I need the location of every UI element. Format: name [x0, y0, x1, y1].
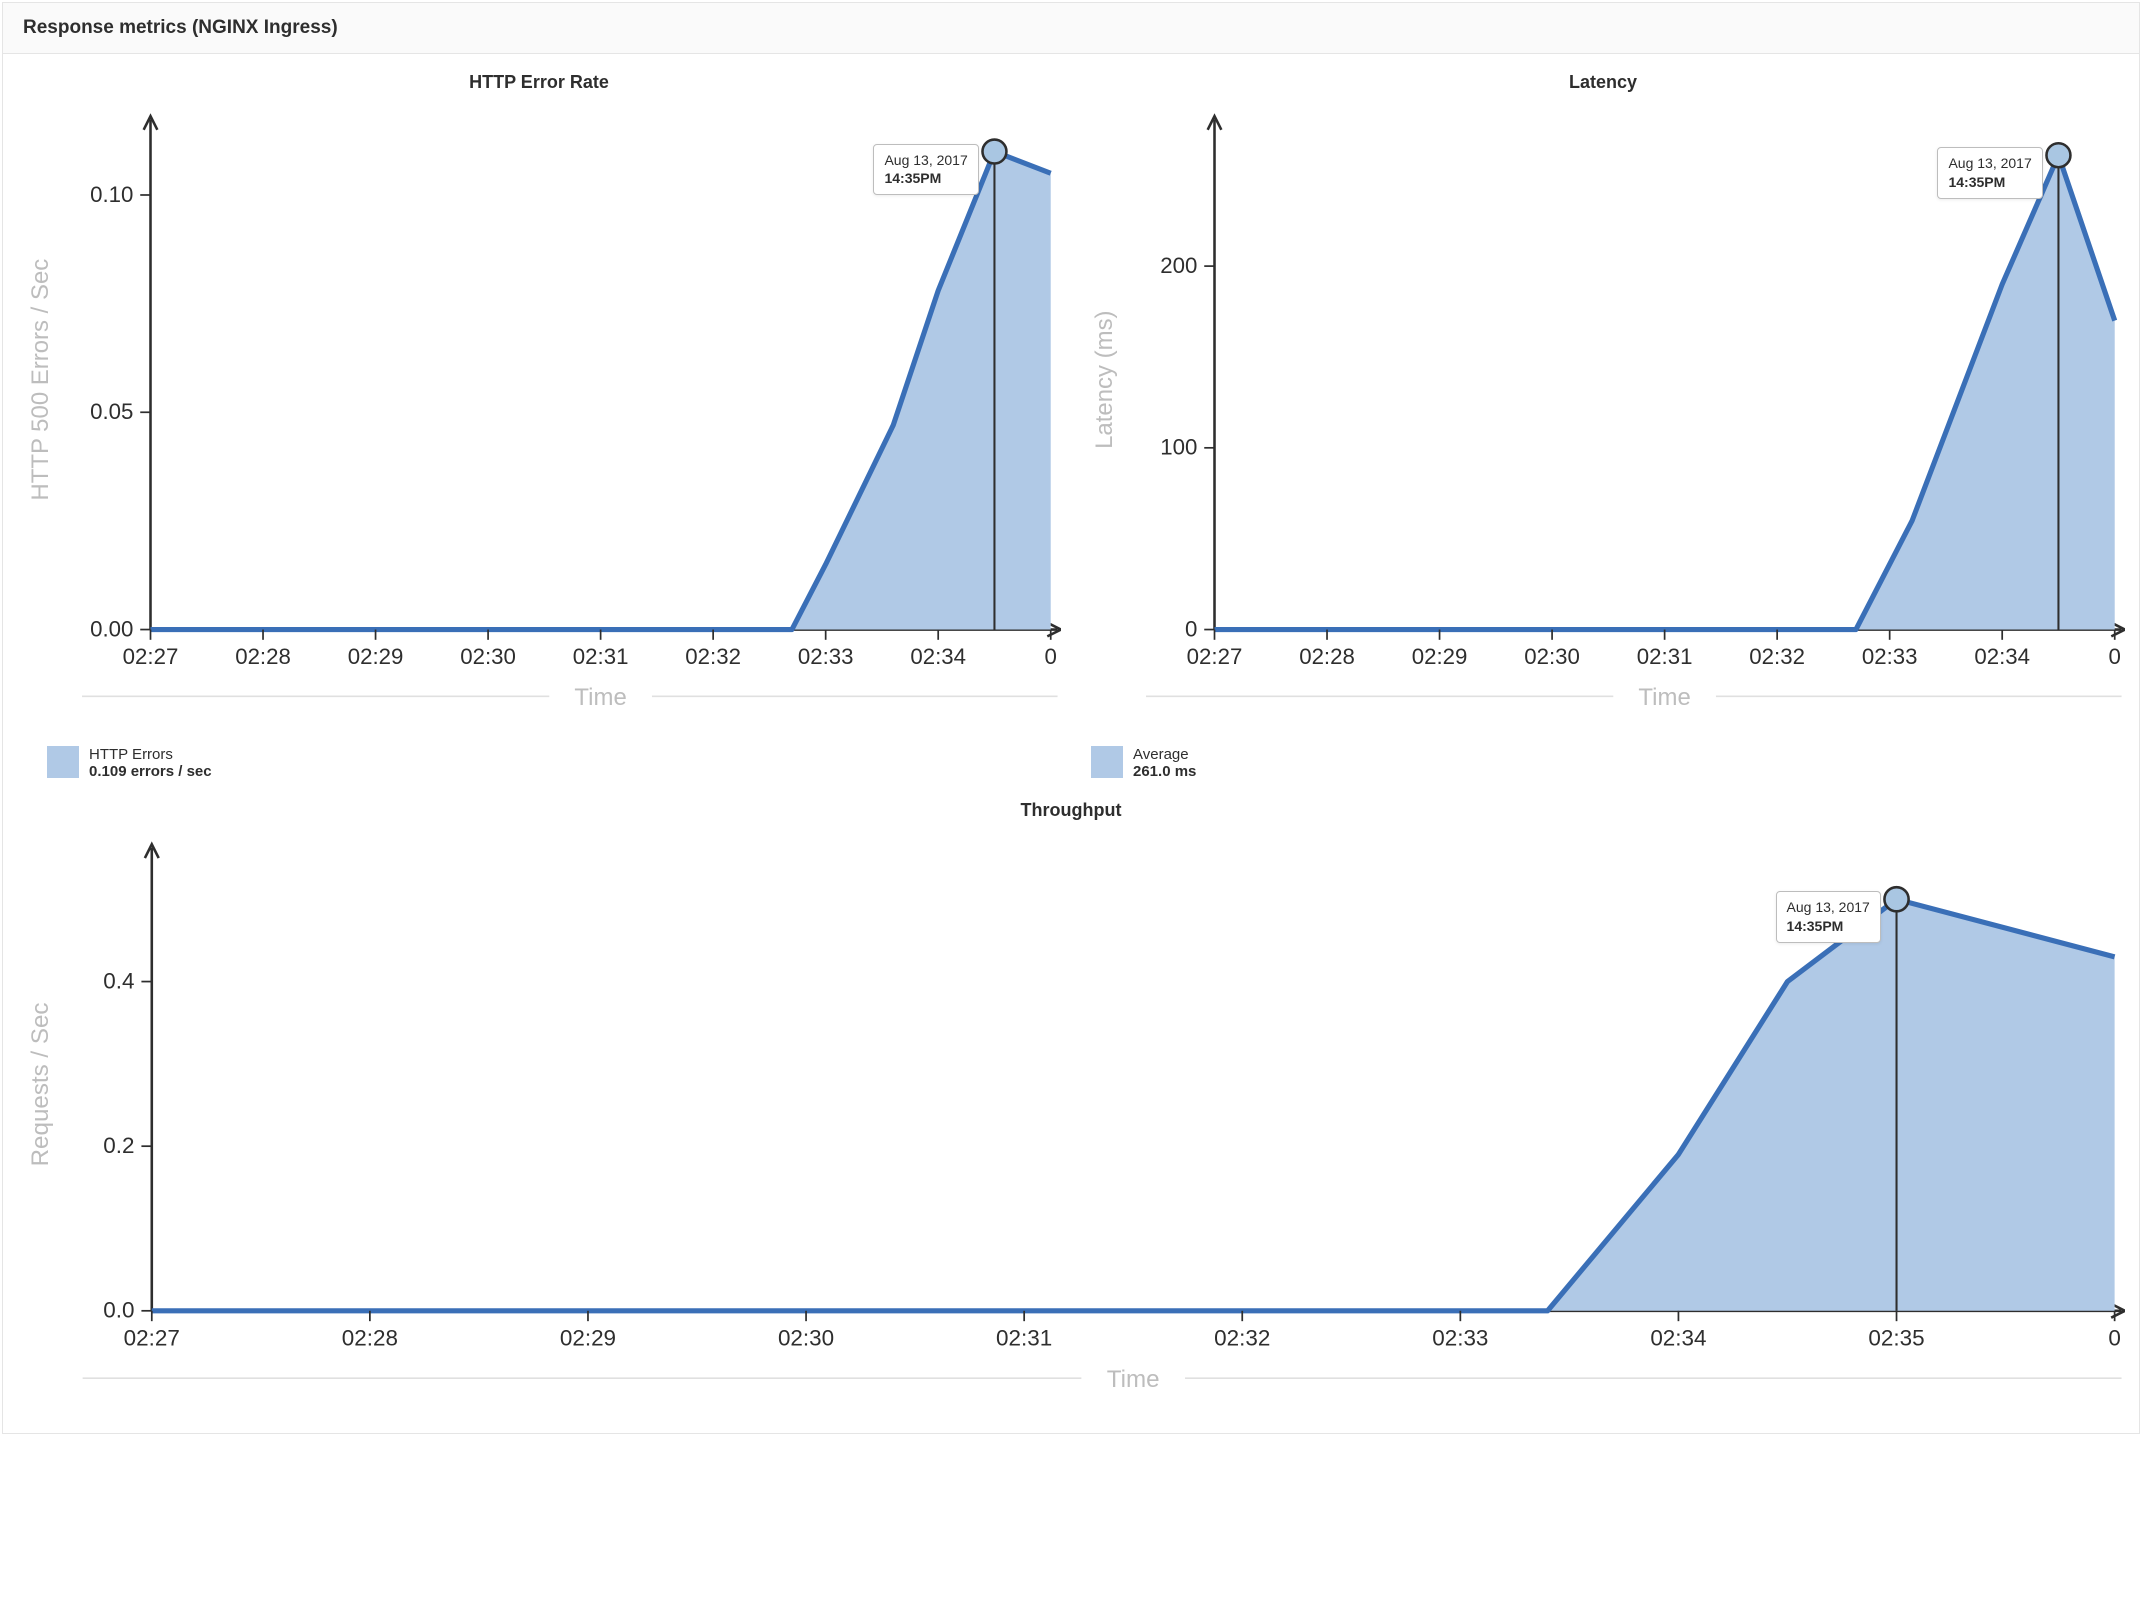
svg-text:02:34: 02:34: [1974, 644, 2030, 669]
svg-text:0: 0: [1045, 644, 1057, 669]
svg-text:02:32: 02:32: [1214, 1326, 1270, 1351]
svg-text:02:27: 02:27: [1187, 644, 1243, 669]
svg-text:Time: Time: [1107, 1366, 1160, 1393]
panel-title: Response metrics (NGINX Ingress): [23, 17, 2119, 39]
svg-text:02:30: 02:30: [778, 1326, 834, 1351]
svg-text:Time: Time: [574, 684, 626, 711]
chart-title: Latency: [1081, 72, 2125, 93]
svg-text:02:28: 02:28: [235, 644, 291, 669]
svg-text:02:33: 02:33: [1862, 644, 1918, 669]
svg-text:02:31: 02:31: [573, 644, 629, 669]
chart-svg[interactable]: Requests / Sec 0.0 0.2 0.4 02:27 02:28 02:29 02…: [17, 827, 2125, 1414]
svg-text:02:31: 02:31: [1637, 644, 1693, 669]
svg-text:0.05: 0.05: [90, 399, 133, 424]
svg-text:0.0: 0.0: [103, 1298, 134, 1323]
svg-text:02:33: 02:33: [798, 644, 854, 669]
svg-text:HTTP 500 Errors / Sec: HTTP 500 Errors / Sec: [27, 259, 54, 501]
svg-text:0: 0: [2108, 1326, 2120, 1351]
svg-text:0: 0: [2109, 644, 2121, 669]
svg-text:0: 0: [1185, 616, 1197, 641]
legend-value: 261.0 ms: [1133, 763, 1196, 780]
svg-text:02:28: 02:28: [1299, 644, 1355, 669]
svg-text:02:29: 02:29: [348, 644, 404, 669]
svg-text:Requests / Sec: Requests / Sec: [27, 1003, 54, 1167]
legend-item-latency: Average 261.0 ms: [1091, 746, 2095, 780]
chart-error-rate: HTTP Error Rate HTTP 500 Errors / Sec 0.0…: [7, 66, 1071, 738]
legend-value: 0.109 errors / sec: [89, 763, 212, 780]
svg-text:02:32: 02:32: [685, 644, 741, 669]
panel-header: Response metrics (NGINX Ingress): [3, 3, 2139, 54]
svg-text:0.2: 0.2: [103, 1133, 134, 1158]
chart-svg[interactable]: HTTP 500 Errors / Sec 0.00 0.05 0.10 02:27 02…: [17, 99, 1061, 732]
svg-text:02:30: 02:30: [460, 644, 516, 669]
svg-text:0.4: 0.4: [103, 969, 134, 994]
svg-text:0.00: 0.00: [90, 616, 133, 641]
svg-text:02:27: 02:27: [123, 644, 179, 669]
legend-item-errors: HTTP Errors 0.109 errors / sec: [47, 746, 1051, 780]
svg-text:02:29: 02:29: [1412, 644, 1468, 669]
charts-row-bottom: Throughput Requests / Sec 0.0 0.2 0.4 02:27 0…: [7, 794, 2135, 1420]
chart-title: Throughput: [17, 800, 2125, 821]
chart-latency: Latency Latency (ms) 0 100 200 02:27 02:28 02:…: [1071, 66, 2135, 738]
svg-text:02:27: 02:27: [124, 1326, 180, 1351]
svg-text:02:30: 02:30: [1524, 644, 1580, 669]
svg-text:0.10: 0.10: [90, 182, 133, 207]
svg-text:02:28: 02:28: [342, 1326, 398, 1351]
svg-text:02:32: 02:32: [1749, 644, 1805, 669]
metrics-panel: Response metrics (NGINX Ingress) HTTP Er…: [2, 2, 2140, 1434]
svg-text:02:34: 02:34: [1650, 1326, 1706, 1351]
legend-row-top: HTTP Errors 0.109 errors / sec Average 2…: [7, 738, 2135, 794]
svg-text:Time: Time: [1638, 684, 1690, 711]
charts-row-top: HTTP Error Rate HTTP 500 Errors / Sec 0.0…: [7, 66, 2135, 738]
chart-svg[interactable]: Latency (ms) 0 100 200 02:27 02:28 02:29 02:30 0…: [1081, 99, 2125, 732]
legend-swatch: [1091, 746, 1123, 778]
legend-label: Average: [1133, 746, 1196, 763]
chart-throughput: Throughput Requests / Sec 0.0 0.2 0.4 02:27 0…: [7, 794, 2135, 1420]
svg-text:02:29: 02:29: [560, 1326, 616, 1351]
svg-text:02:35: 02:35: [1868, 1326, 1924, 1351]
svg-text:Latency (ms): Latency (ms): [1091, 310, 1118, 448]
svg-text:02:34: 02:34: [910, 644, 966, 669]
svg-text:200: 200: [1160, 253, 1197, 278]
svg-text:02:33: 02:33: [1432, 1326, 1488, 1351]
legend-label: HTTP Errors: [89, 746, 212, 763]
svg-text:02:31: 02:31: [996, 1326, 1052, 1351]
panel-body: HTTP Error Rate HTTP 500 Errors / Sec 0.0…: [3, 54, 2139, 1433]
legend-swatch: [47, 746, 79, 778]
chart-title: HTTP Error Rate: [17, 72, 1061, 93]
svg-text:100: 100: [1160, 435, 1197, 460]
